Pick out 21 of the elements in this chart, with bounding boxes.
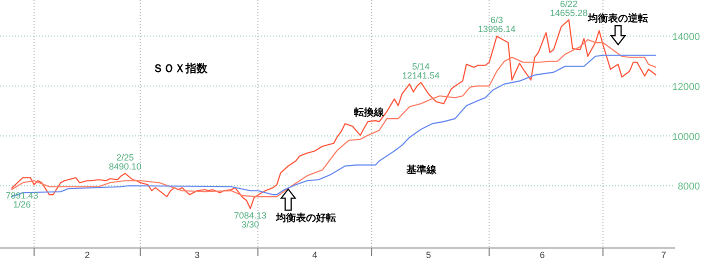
x-tick-label: 2 (84, 250, 90, 260)
x-tick-label: 3 (194, 250, 200, 260)
y-tick-label: 10000 (672, 132, 700, 143)
annotation: 5/14 12141.54 (402, 61, 440, 80)
x-tick-label: 4 (312, 250, 318, 260)
x-tick-label: 7 (661, 250, 666, 260)
annotation: 2/25 8490.10 (108, 152, 142, 172)
series-label: 基準線 (405, 164, 438, 176)
annotation: 7891.43 1/26 (6, 190, 38, 210)
x-tick-label: 6 (540, 250, 545, 260)
annotation: 7084.13 3/30 (234, 210, 267, 230)
y-tick-label: 8000 (678, 182, 700, 193)
y-tick-label: 14000 (672, 32, 700, 44)
x-tick-label: 5 (426, 250, 432, 260)
annotation: 6/22 14655.28 (550, 0, 588, 18)
text: ＳＯＸ指数 (152, 62, 208, 75)
annotation: 6/3 13996.14 (478, 15, 516, 34)
y-tick-label: 12000 (672, 82, 700, 93)
annotation: 均衡表の逆転 (587, 12, 648, 25)
series-label: 転換線 (352, 106, 385, 119)
annotation: 均衡表の好転 (275, 212, 336, 224)
